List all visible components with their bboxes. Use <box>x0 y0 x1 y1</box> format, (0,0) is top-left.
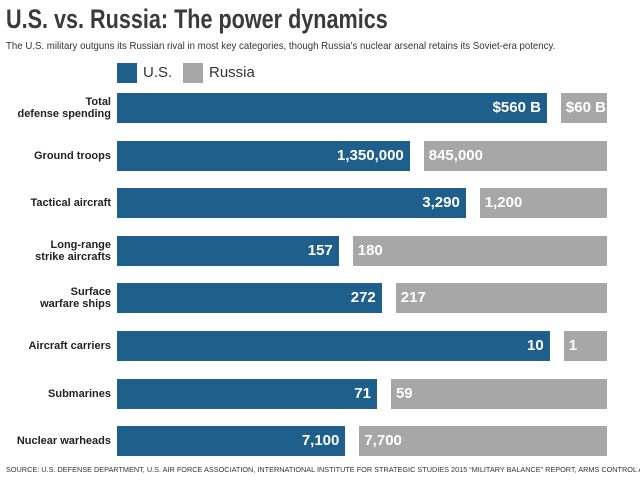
category-label: Surface warfare ships <box>40 286 111 311</box>
legend-swatch <box>183 63 203 83</box>
value-label: 71 <box>354 384 371 402</box>
value-label: 10 <box>527 337 544 354</box>
value-label: $60 B <box>565 99 606 116</box>
value-label: 272 <box>350 289 376 307</box>
value-label: 157 <box>307 241 333 259</box>
bar <box>390 378 607 409</box>
category-label: Nuclear warheads <box>16 435 111 448</box>
chart-title: U.S. vs. Russia: The power dynamics <box>6 4 388 34</box>
value-label: 7,700 <box>364 432 402 450</box>
bar <box>117 93 547 123</box>
bar <box>359 426 607 457</box>
value-label: 59 <box>395 384 413 402</box>
value-label: $560 B <box>492 99 541 116</box>
value-label: 7,100 <box>301 432 340 450</box>
legend-label: Russia <box>209 64 255 81</box>
legend-swatch <box>117 63 137 83</box>
category-label: Ground troops <box>34 149 111 162</box>
category-label: Tactical aircraft <box>30 197 111 210</box>
value-label: 217 <box>400 289 426 307</box>
bar <box>352 235 607 266</box>
value-label: 3,290 <box>422 194 460 212</box>
value-label: 1,350,000 <box>337 146 404 164</box>
bar <box>563 331 607 361</box>
bar <box>395 283 607 314</box>
bar <box>423 140 607 171</box>
value-label: 845,000 <box>428 146 483 164</box>
value-label: 180 <box>357 241 383 259</box>
bar <box>117 378 377 409</box>
bar <box>117 331 550 361</box>
bar <box>479 188 607 219</box>
category-label: Long-range strike aircrafts <box>35 238 111 263</box>
bar <box>117 235 339 266</box>
category-label: Total defense spending <box>17 96 111 120</box>
bar <box>117 283 382 314</box>
category-label: Aircraft carriers <box>28 340 111 352</box>
bar <box>117 426 346 457</box>
value-label: 1,200 <box>484 194 523 212</box>
bar <box>117 188 466 219</box>
value-label: 1 <box>568 337 578 354</box>
category-label: Submarines <box>48 387 111 400</box>
source-note: SOURCE: U.S. DEFENSE DEPARTMENT, U.S. AI… <box>6 465 640 474</box>
bar <box>560 93 607 123</box>
chart-subtitle: The U.S. military outguns its Russian ri… <box>6 40 556 52</box>
bar <box>117 140 410 171</box>
legend-label: U.S. <box>143 64 173 81</box>
